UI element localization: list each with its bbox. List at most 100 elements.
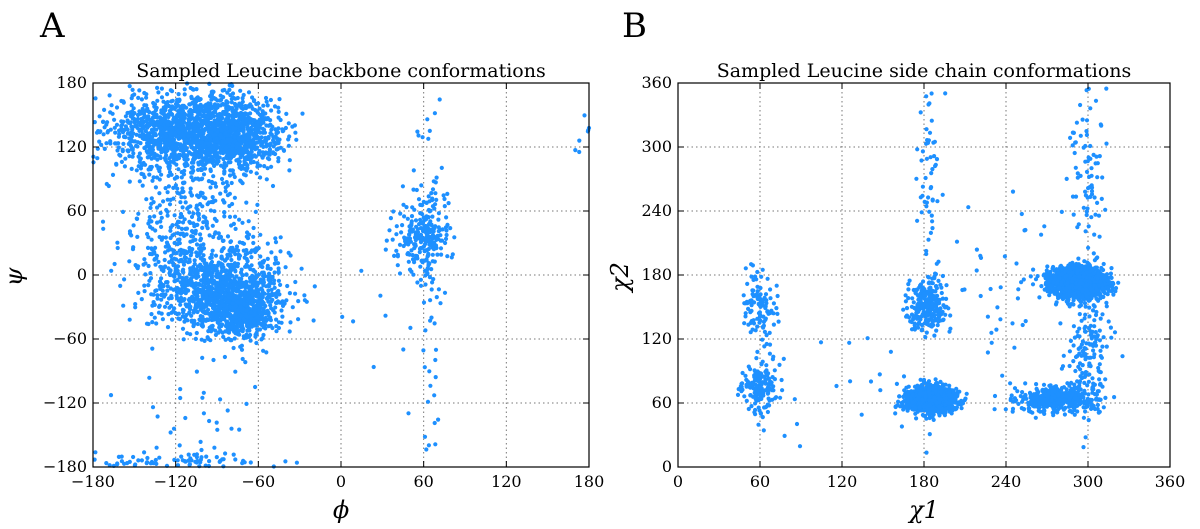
scatter-point xyxy=(405,216,410,221)
scatter-point xyxy=(249,248,254,253)
scatter-point xyxy=(164,145,169,150)
scatter-point xyxy=(163,105,168,111)
scatter-point xyxy=(191,168,196,173)
scatter-point xyxy=(422,434,428,439)
scatter-point xyxy=(411,168,416,173)
scatter-point xyxy=(429,267,434,272)
scatter-point xyxy=(172,240,177,246)
scatter-point xyxy=(149,196,154,201)
scatter-point xyxy=(209,130,214,135)
scatter-point xyxy=(248,131,253,136)
scatter-point xyxy=(246,219,251,224)
scatter-point xyxy=(200,225,205,230)
scatter-point xyxy=(225,104,231,109)
scatter-point xyxy=(265,156,270,161)
scatter-point xyxy=(169,172,174,177)
scatter-point xyxy=(226,336,231,341)
scatter-point xyxy=(198,243,203,248)
scatter-point xyxy=(256,288,261,293)
scatter-point xyxy=(252,153,257,158)
scatter-point xyxy=(430,234,435,239)
scatter-point xyxy=(150,247,155,252)
scatter-point xyxy=(246,104,251,109)
scatter-point xyxy=(159,172,164,177)
scatter-point xyxy=(263,95,269,101)
scatter-point xyxy=(165,123,170,128)
scatter-point xyxy=(207,233,212,238)
scatter-point xyxy=(112,261,117,267)
scatter-point xyxy=(426,253,431,258)
scatter-point xyxy=(240,240,245,246)
scatter-point xyxy=(433,347,439,352)
scatter-point xyxy=(119,127,124,132)
scatter-point xyxy=(153,262,158,267)
scatter-point xyxy=(274,294,279,299)
scatter-point xyxy=(215,112,220,117)
scatter-point xyxy=(444,228,449,233)
scatter-point xyxy=(182,112,188,117)
panel-a-ytick-label: 180 xyxy=(56,73,87,92)
scatter-point xyxy=(273,255,278,260)
scatter-point xyxy=(127,259,132,264)
scatter-point xyxy=(139,97,144,102)
scatter-point xyxy=(255,161,260,166)
scatter-point xyxy=(157,191,162,196)
scatter-point xyxy=(359,268,364,273)
scatter-point xyxy=(171,248,176,253)
scatter-point xyxy=(242,336,247,341)
panel-a-ytick-label: −180 xyxy=(43,457,87,476)
scatter-point xyxy=(188,140,193,145)
scatter-point xyxy=(287,158,292,163)
scatter-point xyxy=(442,196,447,202)
scatter-point xyxy=(417,222,422,227)
scatter-point xyxy=(254,101,259,107)
scatter-point xyxy=(127,317,132,322)
scatter-point xyxy=(218,304,223,309)
scatter-point xyxy=(296,299,301,304)
scatter-point xyxy=(227,214,233,219)
scatter-point xyxy=(135,116,140,122)
scatter-point xyxy=(213,253,219,258)
scatter-point xyxy=(129,166,134,171)
scatter-point xyxy=(154,321,159,326)
scatter-point xyxy=(264,318,269,323)
scatter-point xyxy=(244,200,249,205)
scatter-point xyxy=(415,230,421,235)
scatter-point xyxy=(127,84,132,89)
scatter-point xyxy=(149,312,154,317)
scatter-point xyxy=(418,202,423,207)
scatter-point xyxy=(425,399,431,404)
scatter-point xyxy=(201,287,206,292)
scatter-point xyxy=(285,283,290,289)
scatter-point xyxy=(208,314,213,319)
scatter-point xyxy=(203,264,208,269)
scatter-point xyxy=(165,301,170,306)
scatter-point xyxy=(276,140,281,146)
scatter-point xyxy=(216,231,221,236)
scatter-point xyxy=(172,176,177,181)
scatter-point xyxy=(232,336,237,341)
scatter-point xyxy=(130,116,135,121)
scatter-point xyxy=(177,274,182,280)
scatter-point xyxy=(251,240,256,246)
scatter-point xyxy=(446,201,451,206)
scatter-point xyxy=(188,456,193,461)
scatter-point xyxy=(210,158,215,163)
scatter-point xyxy=(383,247,388,252)
scatter-point xyxy=(193,237,198,242)
scatter-point xyxy=(222,210,227,215)
scatter-point xyxy=(200,355,205,360)
scatter-point xyxy=(201,246,207,251)
scatter-point xyxy=(134,132,139,137)
scatter-point xyxy=(249,277,254,282)
scatter-point xyxy=(144,92,149,97)
scatter-point xyxy=(119,159,124,164)
scatter-point xyxy=(278,235,283,240)
scatter-point xyxy=(225,183,230,188)
scatter-point xyxy=(261,103,266,108)
scatter-point xyxy=(116,454,121,459)
scatter-point xyxy=(199,323,204,328)
panel-a-xtick-label: −120 xyxy=(154,472,198,491)
scatter-point xyxy=(170,112,175,117)
scatter-point xyxy=(171,426,177,431)
